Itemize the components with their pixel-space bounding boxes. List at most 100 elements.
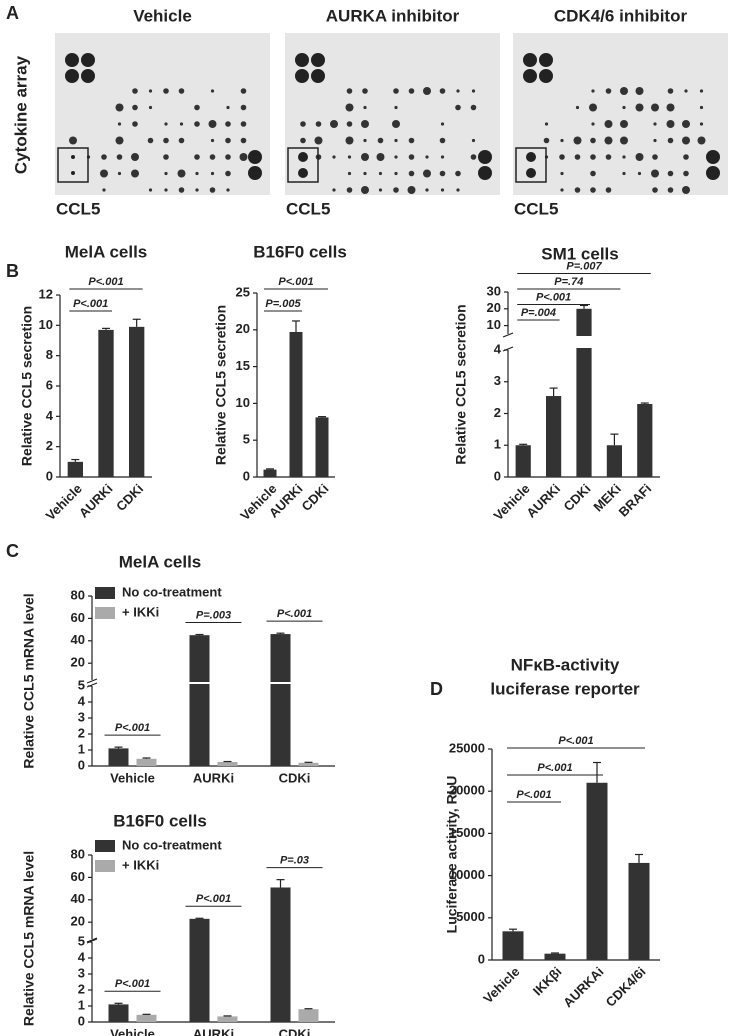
- array-dot: [605, 88, 612, 94]
- array-dot: [683, 170, 689, 177]
- x-tick-label: AURKi: [523, 481, 563, 521]
- array-dot: [620, 120, 628, 128]
- array-dot: [667, 137, 674, 144]
- array-dot: [544, 122, 549, 126]
- y-tick-label: 0: [46, 468, 53, 483]
- x-tick-label: AURKi: [76, 481, 116, 521]
- bar: [628, 862, 650, 960]
- array-dot: [622, 171, 626, 176]
- array-dot: [209, 187, 216, 193]
- array-dot: [332, 188, 336, 192]
- y-tick-label: 4: [78, 693, 86, 708]
- y-tick-label: 0: [78, 757, 85, 772]
- array-dot: [682, 136, 690, 145]
- array-dot: [622, 155, 626, 159]
- bar: [217, 1016, 238, 1022]
- array-dot: [575, 105, 580, 110]
- array-dot: [195, 188, 199, 192]
- bar: [315, 417, 329, 477]
- array-dot: [604, 120, 613, 128]
- array-dot: [394, 155, 398, 159]
- significance-label: P<.001: [196, 893, 231, 905]
- bar: [189, 918, 210, 1022]
- legend-swatch: [95, 860, 115, 872]
- y-tick-label: 40: [71, 891, 85, 906]
- array-dot: [194, 104, 200, 111]
- array-dot: [240, 88, 247, 94]
- array-dot: [440, 188, 445, 192]
- array-dot: [117, 171, 122, 176]
- array-dot: [178, 137, 185, 144]
- array-title: Vehicle: [133, 6, 192, 25]
- bar: [108, 748, 129, 766]
- array-dot: [652, 154, 658, 160]
- x-tick-label: AURKi: [193, 1026, 234, 1036]
- legend-swatch: [95, 587, 115, 599]
- array-dot: [240, 121, 247, 127]
- panel-label: A: [6, 3, 19, 23]
- array-dot: [117, 122, 122, 126]
- y-tick-label: 1: [494, 437, 501, 452]
- array-dot: [225, 121, 231, 127]
- x-tick-label: Vehicle: [110, 1026, 155, 1036]
- array-dot: [440, 155, 445, 159]
- array-dot: [699, 89, 704, 93]
- array-dot: [408, 137, 415, 144]
- array-dot: [81, 53, 95, 67]
- significance-label: P<.001: [115, 722, 150, 734]
- x-tick-label: CDKi: [298, 481, 331, 514]
- x-tick-label: CDKi: [279, 770, 311, 785]
- array-dot: [440, 122, 445, 126]
- array-dot: [363, 138, 367, 143]
- y-tick-label: 0: [243, 468, 250, 483]
- x-tick-label: BRAFi: [616, 481, 655, 520]
- array-dot: [407, 186, 416, 194]
- y-tick-label: 2: [46, 438, 53, 453]
- array-dot: [178, 187, 185, 193]
- array-dot: [194, 154, 200, 160]
- array-dot: [298, 168, 308, 178]
- y-tick-label: 15: [236, 358, 250, 373]
- array-dot: [620, 87, 628, 95]
- array-dot: [620, 136, 628, 145]
- bar: [67, 461, 83, 477]
- array-dot: [115, 103, 124, 112]
- array-dot: [345, 136, 354, 145]
- array-dot: [682, 120, 690, 128]
- y-tick-label: 20: [236, 321, 250, 336]
- y-tick-label: 0: [78, 1013, 85, 1028]
- bar: [298, 1009, 319, 1022]
- y-tick-label: 30: [487, 283, 501, 298]
- bar: [189, 635, 210, 766]
- array-dot: [131, 153, 139, 161]
- array-dot: [667, 187, 674, 193]
- array-dot: [346, 88, 353, 94]
- array-dot: [393, 88, 399, 94]
- bar-break-gap: [575, 336, 593, 348]
- bar: [217, 762, 238, 766]
- array-dot: [667, 88, 674, 94]
- array-dot: [179, 122, 184, 126]
- array-dot: [177, 169, 186, 178]
- significance-label: P<.001: [277, 608, 312, 620]
- array-dot: [408, 170, 415, 177]
- array-dot: [651, 169, 659, 178]
- array-dot: [226, 188, 230, 192]
- array-dot: [248, 166, 262, 180]
- bar: [544, 953, 566, 960]
- y-tick-label: 60: [71, 610, 85, 625]
- ccl5-box: [515, 147, 547, 183]
- bar: [136, 1014, 157, 1022]
- array-dot: [332, 155, 336, 159]
- x-tick-label: Vehicle: [110, 770, 155, 785]
- significance-label: P<.001: [536, 291, 571, 303]
- array-dot: [455, 170, 461, 177]
- x-tick-label: CDKi: [279, 1026, 311, 1036]
- panel-label: C: [6, 541, 19, 561]
- array-dot: [345, 103, 354, 112]
- array-dot: [226, 105, 230, 110]
- array-dot: [682, 186, 690, 194]
- array-dot: [683, 154, 689, 160]
- array-dot: [148, 105, 153, 110]
- array-dot: [363, 171, 367, 176]
